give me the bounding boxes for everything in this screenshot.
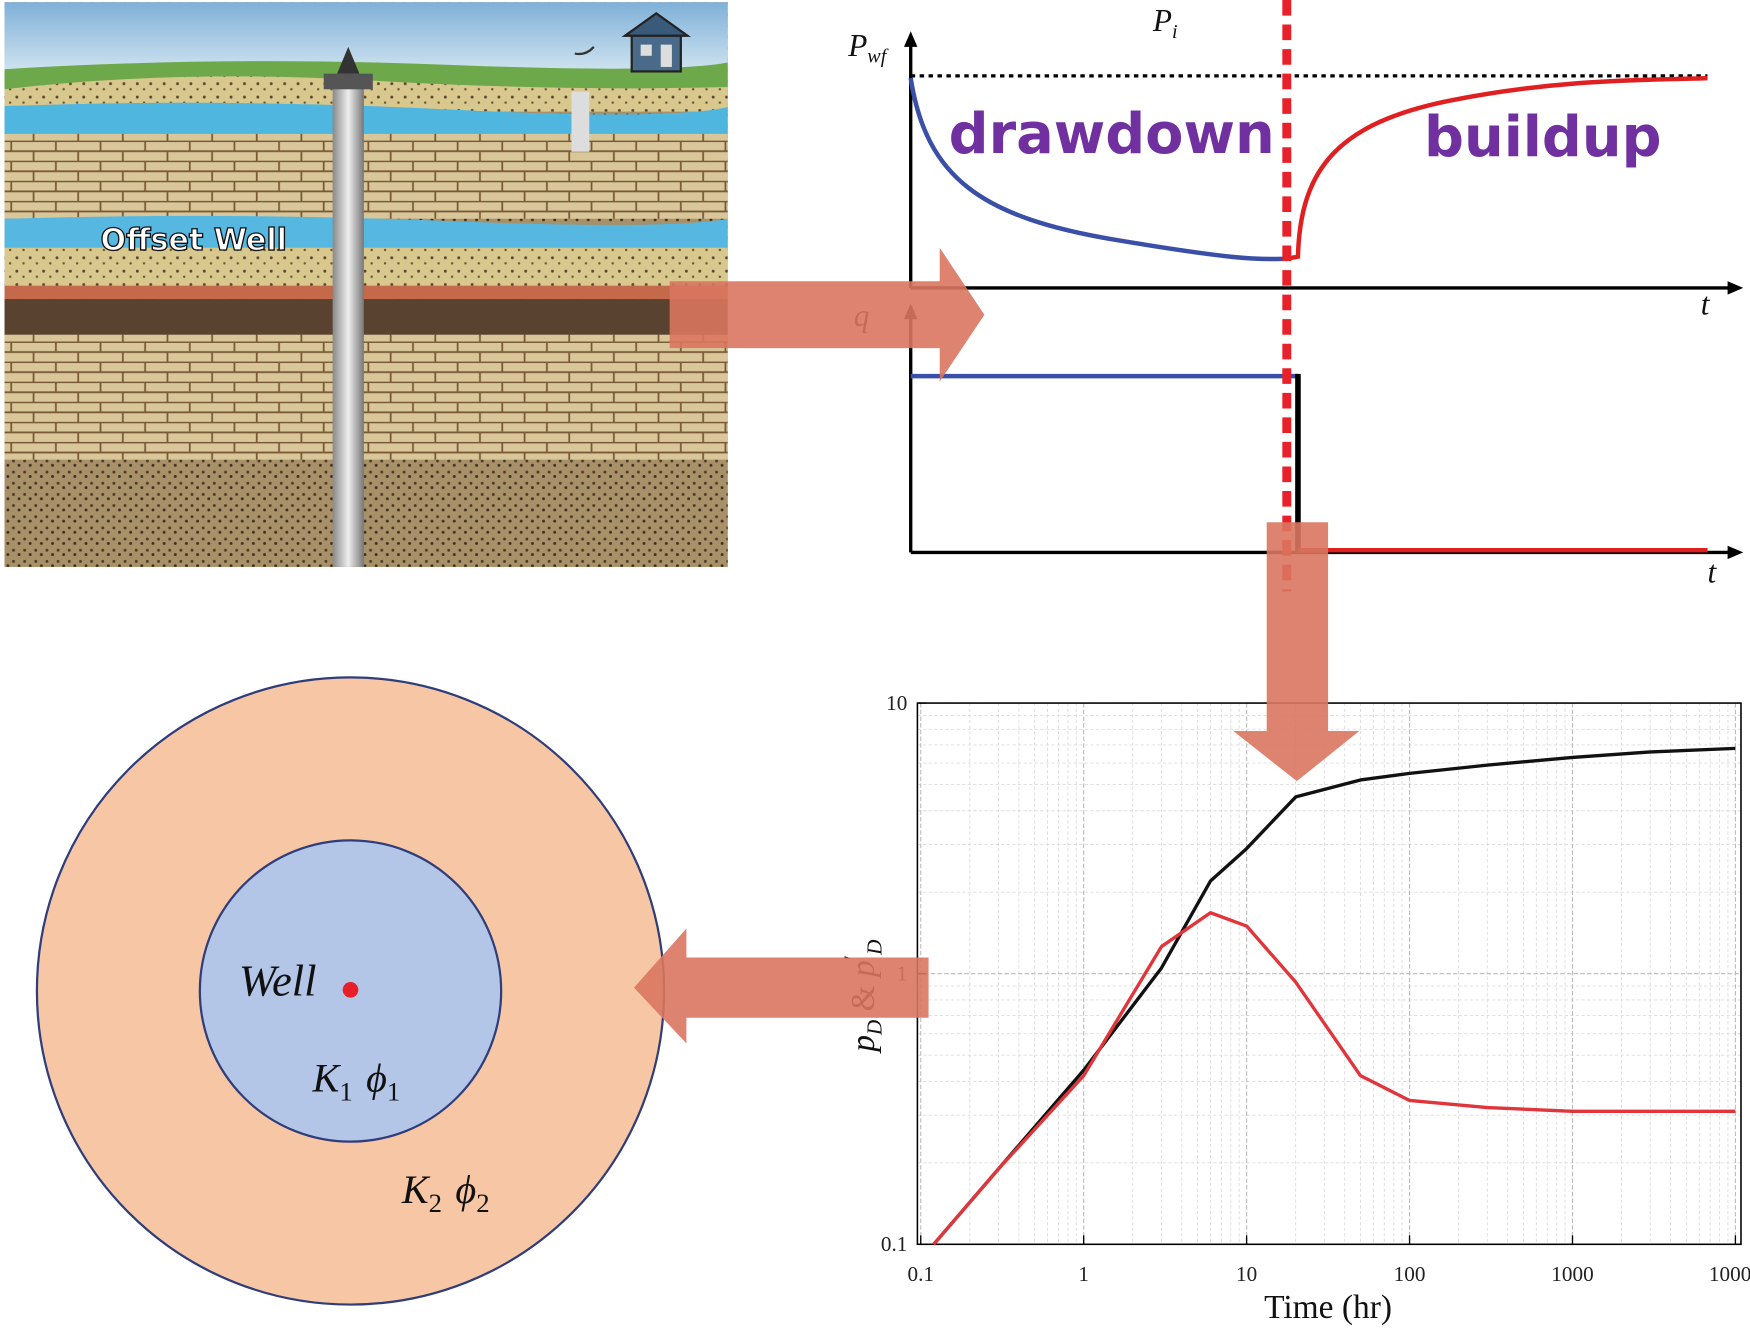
drawdown-label: drawdown: [949, 102, 1275, 167]
buildup-label: buildup: [1424, 105, 1661, 170]
log-log-chart: 0.11101001000100000.1110Time (hr)pD & p′…: [839, 691, 1750, 1326]
y-label-part: p: [845, 1035, 882, 1054]
x-tick-label: 10: [1236, 1262, 1257, 1286]
x-tick-label: 0.1: [908, 1262, 934, 1286]
arrow-left: [633, 928, 929, 1044]
label-base: P: [847, 28, 867, 63]
y-label-part: D: [863, 1020, 887, 1036]
geology-illustration: Offset Well: [4, 2, 728, 567]
y-label-part: D: [863, 940, 887, 956]
label-base: ϕ: [455, 1167, 476, 1212]
series-line: [932, 746, 1736, 1246]
label-base: K: [401, 1167, 431, 1212]
label-sub: 1: [339, 1076, 352, 1106]
composite-model: Well K1 ϕ1 K2 ϕ2: [35, 676, 666, 1306]
label-base: ϕ: [366, 1055, 387, 1100]
label-sub: 2: [429, 1188, 442, 1218]
label-base: P: [1152, 3, 1172, 38]
label-sub: wf: [867, 45, 888, 67]
time-axis-label: t: [1701, 287, 1711, 322]
time-axis-label: t: [1708, 555, 1718, 590]
well-label: Well: [239, 955, 317, 1005]
label-sub: 1: [387, 1076, 400, 1106]
y-tick-label: 0.1: [881, 1232, 907, 1256]
x-axis-label: Time (hr): [1264, 1289, 1392, 1326]
arrow-down: [1233, 522, 1360, 782]
label-base: K: [312, 1055, 342, 1100]
inner-zone-label: K1 ϕ1: [312, 1055, 401, 1106]
x-tick-label: 1000: [1551, 1262, 1593, 1286]
x-tick-label: 100: [1394, 1262, 1426, 1286]
outer-zone-label: K2 ϕ2: [401, 1167, 490, 1218]
initial-pressure-label: Pi: [1152, 3, 1178, 43]
label-sub: 2: [476, 1188, 489, 1218]
series-line: [932, 911, 1736, 1246]
test-schematic: [904, 0, 1744, 592]
x-tick-label: 1: [1078, 1262, 1089, 1286]
illustration-label: Offset Well: [101, 223, 288, 258]
pressure-axis-label: Pwf: [847, 28, 888, 68]
y-tick-label: 10: [886, 691, 907, 715]
label-sub: i: [1172, 21, 1178, 43]
x-tick-label: 10000: [1709, 1262, 1750, 1286]
